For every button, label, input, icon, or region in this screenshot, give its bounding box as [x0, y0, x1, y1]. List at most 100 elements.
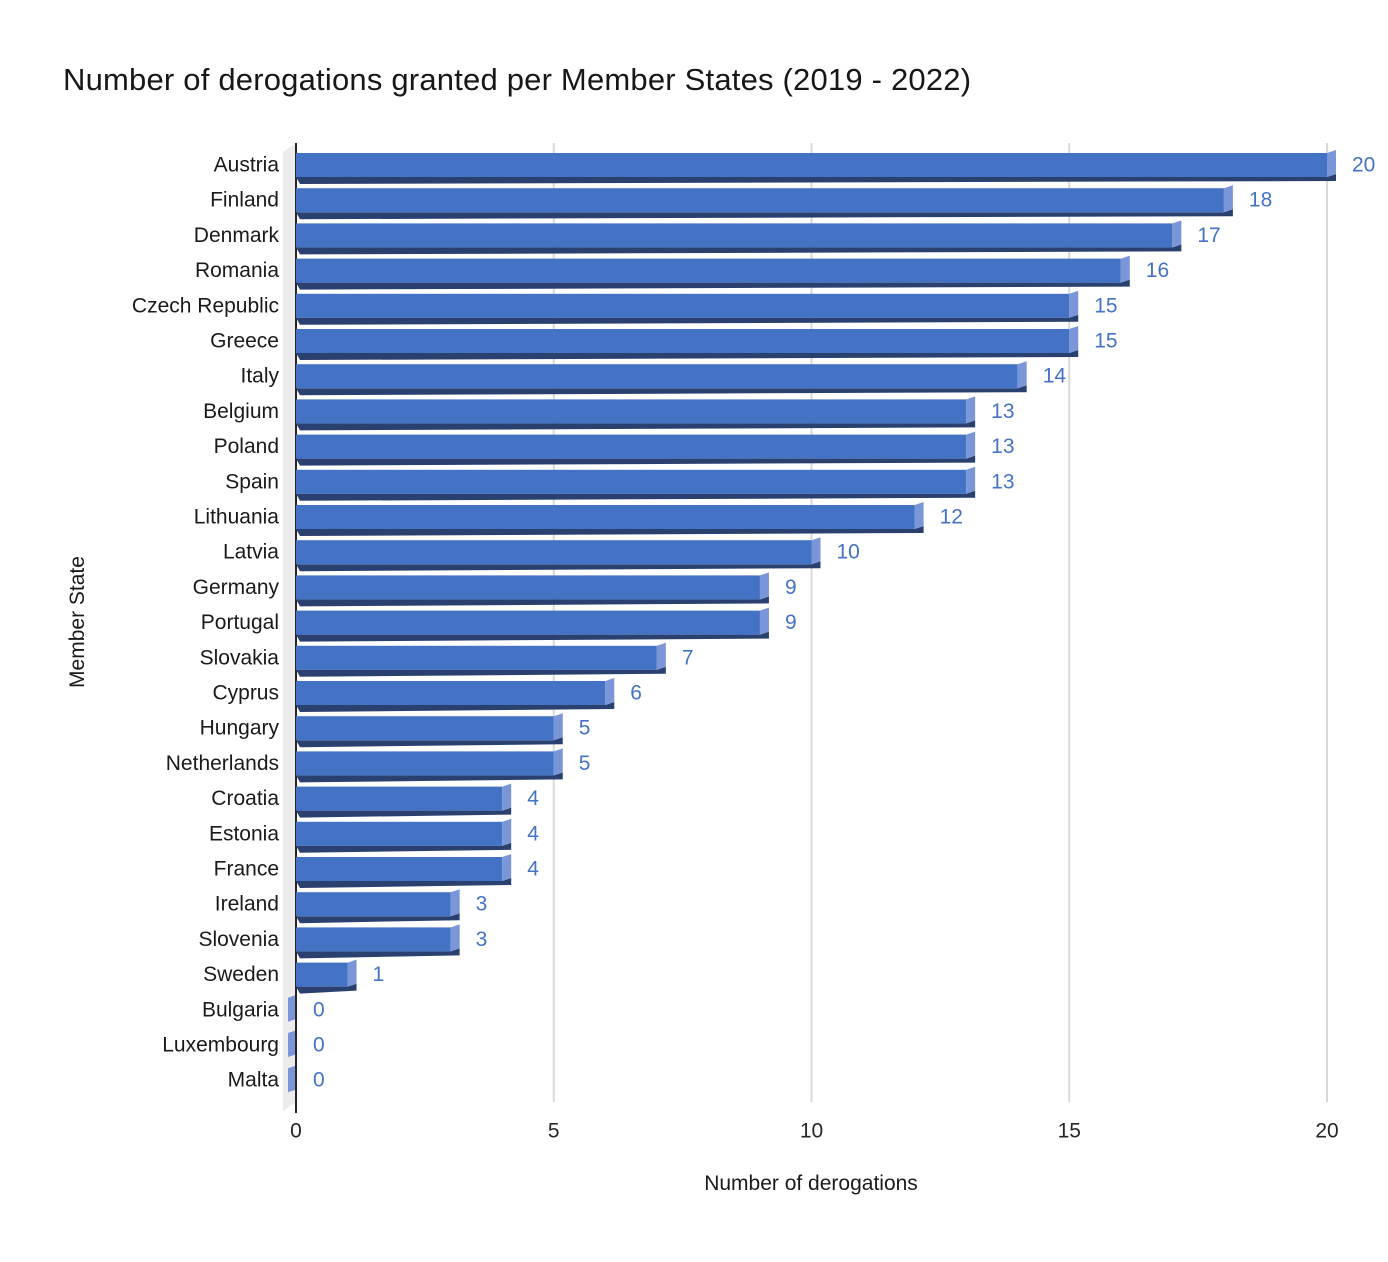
value-label: 14 [1043, 365, 1067, 388]
bar-end-cap [502, 818, 512, 846]
value-label: 20 [1352, 154, 1375, 177]
category-label: Austria [214, 154, 280, 177]
value-label: 0 [313, 998, 325, 1021]
bar-end-cap [656, 642, 666, 670]
value-label: 9 [785, 611, 797, 634]
x-axis-title: Number of derogations [704, 1172, 918, 1195]
bar-row-belgium: Belgium 13 [203, 396, 1015, 431]
bar-shadow [296, 807, 512, 818]
bar-end-cap [759, 572, 769, 600]
bar-face [296, 505, 915, 529]
bar-face [296, 399, 967, 424]
value-label: 13 [991, 470, 1014, 493]
bar-row-greece: Greece 15 [210, 326, 1118, 360]
y-axis-title: Member State [66, 556, 89, 688]
bar-row-denmark: Denmark 17 [194, 220, 1221, 255]
bar-row-croatia: Croatia 4 [211, 783, 539, 818]
bar-row-hungary: Hungary 5 [200, 713, 591, 748]
bar-end-cap [759, 607, 769, 635]
bar-end-cap [966, 431, 976, 459]
value-label: 15 [1094, 294, 1117, 317]
value-label: 5 [579, 752, 591, 775]
bar-face [296, 258, 1121, 283]
bar-shadow [296, 385, 1027, 396]
value-label: 9 [785, 576, 797, 599]
category-label: Latvia [223, 541, 279, 564]
value-label: 0 [313, 1034, 325, 1057]
bar-end-cap [914, 502, 924, 529]
bar-face [296, 927, 451, 952]
category-label: Netherlands [166, 752, 279, 775]
bar-row-italy: Italy 14 [240, 361, 1067, 396]
x-tick-label-5: 5 [548, 1120, 560, 1143]
value-label: 5 [579, 717, 591, 740]
category-label: Denmark [194, 224, 280, 247]
bar-luxembourg [288, 1030, 297, 1057]
bar-face [296, 962, 348, 987]
bar-row-latvia: Latvia 10 [223, 537, 860, 572]
value-label: 4 [527, 858, 539, 881]
bar-row-poland: Poland 13 [214, 431, 1015, 466]
bar-face [296, 153, 1327, 177]
bar-face [296, 223, 1173, 248]
bar-end-cap [1327, 150, 1336, 177]
bar-face [296, 857, 503, 881]
bar-shadow [296, 209, 1233, 220]
bar-end-cap [1069, 290, 1079, 318]
bar-face [296, 610, 760, 635]
category-label: Poland [214, 435, 279, 458]
bar-shadow [296, 948, 460, 959]
category-label: Greece [210, 330, 279, 353]
bar-shadow [296, 983, 357, 994]
bar-shadow [296, 455, 976, 466]
bar-row-netherlands: Netherlands 5 [166, 748, 591, 783]
bar-shadow [296, 631, 769, 642]
bar-end-cap [966, 466, 976, 494]
bar-end-cap [1120, 255, 1130, 283]
bar-row-finland: Finland 18 [210, 185, 1272, 220]
category-label: Ireland [215, 893, 279, 916]
category-label: Slovenia [198, 928, 279, 951]
bar-face [296, 681, 606, 705]
bar-shadow [296, 878, 512, 888]
bar-shadow [296, 279, 1130, 290]
bar-row-luxembourg: Luxembourg 0 [162, 1034, 324, 1057]
bar-row-lithuania: Lithuania 12 [194, 502, 963, 536]
value-label: 17 [1197, 224, 1220, 247]
bar-face [296, 293, 1070, 318]
bar-face [296, 716, 554, 741]
bar-shadow [296, 913, 460, 924]
bar-end-cap [966, 396, 976, 424]
bar-bulgaria [288, 994, 297, 1022]
value-label: 3 [476, 893, 488, 916]
bar-face [296, 188, 1224, 213]
bar-row-france: France 4 [214, 854, 539, 888]
category-label: Hungary [200, 717, 280, 740]
category-label: Sweden [203, 963, 279, 986]
bar-row-sweden: Sweden 1 [203, 959, 384, 994]
value-label: 3 [476, 928, 488, 951]
bar-face [296, 892, 451, 917]
value-label: 4 [527, 822, 539, 845]
value-label: 12 [940, 506, 963, 529]
value-label: 15 [1094, 330, 1117, 353]
bar-shadow [296, 420, 976, 431]
value-label: 7 [682, 646, 694, 669]
bar-row-romania: Romania 16 [195, 255, 1169, 290]
bar-face [296, 821, 503, 846]
bar-face [296, 364, 1018, 389]
bar-shadow [296, 842, 512, 853]
bar-row-spain: Spain 13 [225, 466, 1015, 501]
chart-3d-side-wall [283, 143, 296, 1111]
bar-shadow [296, 490, 976, 501]
bar-end-cap [502, 783, 512, 811]
bar-shadow [296, 702, 615, 712]
x-tick-label-15: 15 [1058, 1120, 1081, 1143]
bar-face [296, 575, 760, 600]
x-tick-label-10: 10 [800, 1120, 823, 1143]
bar-row-bulgaria: Bulgaria 0 [202, 998, 325, 1021]
category-label: Croatia [211, 787, 279, 810]
category-label: Finland [210, 189, 279, 212]
